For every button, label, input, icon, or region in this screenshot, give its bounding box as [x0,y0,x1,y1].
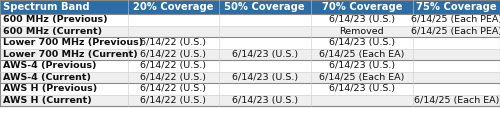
Bar [0,60,128,72]
Bar [0,14,128,25]
Bar [413,95,500,106]
Bar [219,25,310,37]
Text: 70% Coverage: 70% Coverage [322,2,402,12]
Bar [310,0,413,14]
Text: 6/14/23 (U.S.): 6/14/23 (U.S.) [328,61,395,70]
Bar [219,83,310,95]
Bar [310,83,413,95]
Bar [219,0,310,14]
Bar [128,72,219,83]
Text: 6/14/25 (Each PEA): 6/14/25 (Each PEA) [411,15,500,24]
Text: Lower 700 MHz (Previous): Lower 700 MHz (Previous) [3,38,144,47]
Bar [413,83,500,95]
Text: AWS-4 (Current): AWS-4 (Current) [3,73,91,82]
Text: Removed: Removed [340,27,384,36]
Bar [310,60,413,72]
Text: 6/14/23 (U.S.): 6/14/23 (U.S.) [232,50,298,59]
Bar [128,0,219,14]
Bar [310,48,413,60]
Bar [310,72,413,83]
Text: 6/14/22 (U.S.): 6/14/22 (U.S.) [140,50,206,59]
Text: 6/14/22 (U.S.): 6/14/22 (U.S.) [140,38,206,47]
Text: AWS-4 (Previous): AWS-4 (Previous) [3,61,96,70]
Bar [413,48,500,60]
Text: 6/14/23 (U.S.): 6/14/23 (U.S.) [232,96,298,105]
Text: 6/14/23 (U.S.): 6/14/23 (U.S.) [328,38,395,47]
Text: 6/14/22 (U.S.): 6/14/22 (U.S.) [140,61,206,70]
Bar [0,0,128,14]
Text: 6/14/25 (Each EA): 6/14/25 (Each EA) [319,73,404,82]
Text: 6/14/22 (U.S.): 6/14/22 (U.S.) [140,84,206,93]
Bar [128,60,219,72]
Bar [128,37,219,48]
Bar [219,60,310,72]
Bar [413,0,500,14]
Bar [128,83,219,95]
Bar [128,14,219,25]
Bar [0,95,128,106]
Text: AWS H (Previous): AWS H (Previous) [3,84,97,93]
Text: 600 MHz (Previous): 600 MHz (Previous) [3,15,108,24]
Bar [413,14,500,25]
Bar [128,48,219,60]
Bar [0,25,128,37]
Bar [219,14,310,25]
Text: 6/14/23 (U.S.): 6/14/23 (U.S.) [232,73,298,82]
Text: 6/14/25 (Each EA): 6/14/25 (Each EA) [319,50,404,59]
Bar [128,25,219,37]
Text: 6/14/25 (Each PEA): 6/14/25 (Each PEA) [411,27,500,36]
Text: 6/14/23 (U.S.): 6/14/23 (U.S.) [328,15,395,24]
Text: 6/14/23 (U.S.): 6/14/23 (U.S.) [328,84,395,93]
Bar [128,95,219,106]
Bar [0,72,128,83]
Bar [310,95,413,106]
Bar [219,48,310,60]
Text: AWS H (Current): AWS H (Current) [3,96,92,105]
Bar [310,14,413,25]
Bar [219,37,310,48]
Text: 50% Coverage: 50% Coverage [224,2,305,12]
Text: 6/14/22 (U.S.): 6/14/22 (U.S.) [140,96,206,105]
Bar [413,25,500,37]
Text: Lower 700 MHz (Current): Lower 700 MHz (Current) [3,50,138,59]
Bar [0,37,128,48]
Bar [0,48,128,60]
Bar [413,37,500,48]
Bar [310,25,413,37]
Bar [219,95,310,106]
Bar [0,83,128,95]
Text: 20% Coverage: 20% Coverage [133,2,214,12]
Bar [310,37,413,48]
Text: Spectrum Band: Spectrum Band [3,2,90,12]
Bar [413,60,500,72]
Bar [219,72,310,83]
Text: 6/14/22 (U.S.): 6/14/22 (U.S.) [140,73,206,82]
Text: 6/14/25 (Each EA): 6/14/25 (Each EA) [414,96,499,105]
Text: 75% Coverage: 75% Coverage [416,2,497,12]
Text: 600 MHz (Current): 600 MHz (Current) [3,27,102,36]
Bar [413,72,500,83]
